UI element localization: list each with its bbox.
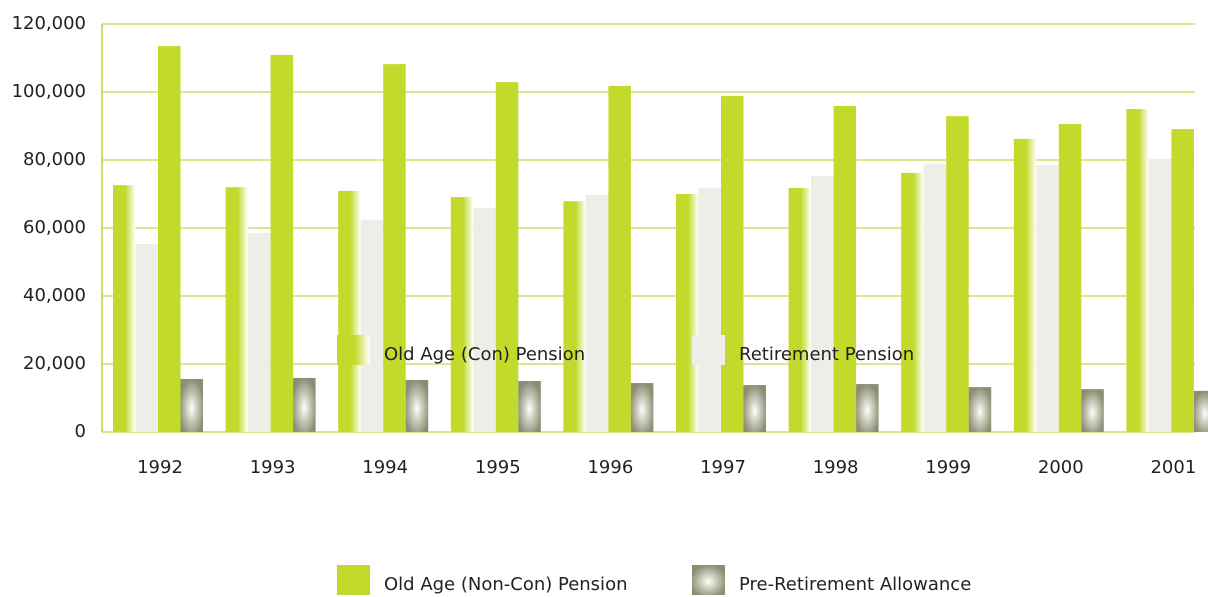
y-tick-label: 120,000 xyxy=(12,13,86,34)
x-tick-label: 1993 xyxy=(250,457,296,478)
bar xyxy=(833,105,857,432)
bar xyxy=(968,387,992,432)
bar xyxy=(676,194,699,432)
bar xyxy=(698,187,721,432)
x-tick-label: 1994 xyxy=(362,457,408,478)
bar xyxy=(563,201,586,432)
x-tick-label: 1995 xyxy=(475,457,521,478)
y-tick-label: 60,000 xyxy=(23,217,86,238)
bar xyxy=(225,187,249,432)
legend-swatch xyxy=(337,335,370,365)
bar xyxy=(811,175,834,433)
bar xyxy=(383,64,406,433)
bar xyxy=(1193,390,1208,432)
bar xyxy=(923,164,947,432)
x-tick-label: 1998 xyxy=(813,457,859,478)
x-tick-label: 2001 xyxy=(1150,457,1196,478)
bar xyxy=(788,187,812,432)
bar xyxy=(721,96,744,432)
legend-swatch xyxy=(692,565,725,595)
bar xyxy=(495,82,519,432)
bar xyxy=(360,219,384,432)
y-tick-label: 40,000 xyxy=(23,285,86,306)
legend-label: Old Age (Non-Con) Pension xyxy=(384,574,627,595)
bar xyxy=(1126,109,1149,432)
x-tick-label: 1996 xyxy=(587,457,633,478)
bar xyxy=(270,54,294,432)
bar xyxy=(856,384,879,432)
bar xyxy=(135,243,158,432)
bar xyxy=(1013,138,1037,433)
bar xyxy=(585,195,609,432)
bar xyxy=(743,385,766,432)
bar xyxy=(1148,158,1172,433)
bar xyxy=(158,46,181,432)
bar xyxy=(113,185,136,432)
legend-label: Pre-Retirement Allowance xyxy=(739,574,971,595)
x-tick-label: 1999 xyxy=(925,457,971,478)
y-tick-label: 100,000 xyxy=(12,81,86,102)
bar xyxy=(405,379,429,432)
x-tick-label: 2000 xyxy=(1038,457,1084,478)
bar xyxy=(630,383,654,432)
legend-label: Retirement Pension xyxy=(739,344,914,365)
bar xyxy=(338,190,361,432)
y-tick-label: 20,000 xyxy=(23,353,86,374)
bar xyxy=(1058,123,1082,433)
bar xyxy=(1036,165,1059,432)
bar xyxy=(608,85,631,432)
bar xyxy=(901,172,924,433)
bar xyxy=(293,377,316,432)
x-tick-label: 1997 xyxy=(700,457,746,478)
legend-label: Old Age (Con) Pension xyxy=(384,344,585,365)
bar xyxy=(946,116,969,432)
bar xyxy=(518,381,541,432)
legend-swatch xyxy=(692,335,725,365)
legend-swatch xyxy=(337,565,370,595)
bar xyxy=(248,233,271,432)
y-tick-label: 0 xyxy=(75,421,86,442)
y-tick-label: 80,000 xyxy=(23,149,86,170)
bar xyxy=(1171,129,1194,432)
bar xyxy=(450,197,474,432)
bar xyxy=(473,207,496,432)
bar xyxy=(1081,389,1104,432)
x-tick-label: 1992 xyxy=(137,457,183,478)
bar xyxy=(180,378,203,432)
